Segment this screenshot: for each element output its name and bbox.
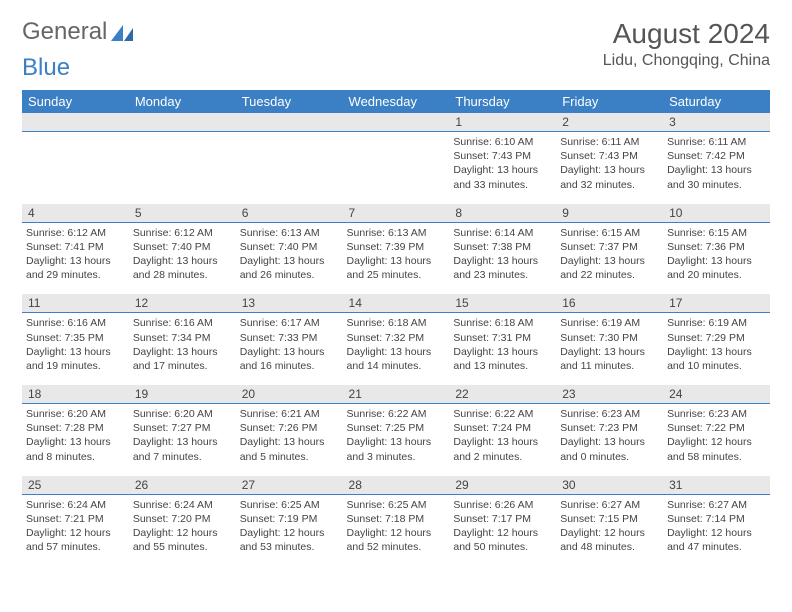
weekday-header: Friday	[556, 90, 663, 113]
day-details-cell: Sunrise: 6:27 AMSunset: 7:14 PMDaylight:…	[663, 494, 770, 560]
day-number-cell: 1	[449, 113, 556, 132]
day-details-cell	[22, 132, 129, 198]
weekday-header: Tuesday	[236, 90, 343, 113]
day-number-cell: 12	[129, 294, 236, 313]
day-number-cell: 3	[663, 113, 770, 132]
day-details-cell: Sunrise: 6:10 AMSunset: 7:43 PMDaylight:…	[449, 132, 556, 198]
day-details-cell: Sunrise: 6:24 AMSunset: 7:20 PMDaylight:…	[129, 494, 236, 560]
day-number-cell: 25	[22, 476, 129, 495]
day-details-cell: Sunrise: 6:12 AMSunset: 7:40 PMDaylight:…	[129, 222, 236, 288]
day-details-cell	[343, 132, 450, 198]
day-details-cell: Sunrise: 6:19 AMSunset: 7:29 PMDaylight:…	[663, 313, 770, 379]
day-details-cell: Sunrise: 6:20 AMSunset: 7:27 PMDaylight:…	[129, 404, 236, 470]
day-number-cell: 5	[129, 204, 236, 223]
day-details-cell: Sunrise: 6:13 AMSunset: 7:39 PMDaylight:…	[343, 222, 450, 288]
logo-text-general: General	[22, 18, 107, 46]
day-number-cell: 26	[129, 476, 236, 495]
day-details-cell: Sunrise: 6:12 AMSunset: 7:41 PMDaylight:…	[22, 222, 129, 288]
calendar-table: Sunday Monday Tuesday Wednesday Thursday…	[22, 90, 770, 560]
day-details-cell: Sunrise: 6:17 AMSunset: 7:33 PMDaylight:…	[236, 313, 343, 379]
day-number-cell: 27	[236, 476, 343, 495]
day-number-cell: 28	[343, 476, 450, 495]
day-number-cell: 21	[343, 385, 450, 404]
details-row: Sunrise: 6:12 AMSunset: 7:41 PMDaylight:…	[22, 222, 770, 288]
day-number-cell: 17	[663, 294, 770, 313]
day-details-cell: Sunrise: 6:25 AMSunset: 7:18 PMDaylight:…	[343, 494, 450, 560]
day-details-cell: Sunrise: 6:24 AMSunset: 7:21 PMDaylight:…	[22, 494, 129, 560]
day-number-cell: 29	[449, 476, 556, 495]
day-number-cell: 18	[22, 385, 129, 404]
day-details-cell: Sunrise: 6:25 AMSunset: 7:19 PMDaylight:…	[236, 494, 343, 560]
calendar-body: 123Sunrise: 6:10 AMSunset: 7:43 PMDaylig…	[22, 113, 770, 560]
weekday-header: Saturday	[663, 90, 770, 113]
day-details-cell: Sunrise: 6:20 AMSunset: 7:28 PMDaylight:…	[22, 404, 129, 470]
daynum-row: 18192021222324	[22, 385, 770, 404]
day-details-cell: Sunrise: 6:11 AMSunset: 7:42 PMDaylight:…	[663, 132, 770, 198]
day-details-cell	[129, 132, 236, 198]
logo: General	[22, 18, 137, 46]
day-number-cell: 8	[449, 204, 556, 223]
month-title: August 2024	[603, 18, 770, 50]
day-details-cell: Sunrise: 6:18 AMSunset: 7:32 PMDaylight:…	[343, 313, 450, 379]
daynum-row: 25262728293031	[22, 476, 770, 495]
day-details-cell: Sunrise: 6:27 AMSunset: 7:15 PMDaylight:…	[556, 494, 663, 560]
details-row: Sunrise: 6:16 AMSunset: 7:35 PMDaylight:…	[22, 313, 770, 379]
day-details-cell: Sunrise: 6:15 AMSunset: 7:37 PMDaylight:…	[556, 222, 663, 288]
day-number-cell: 23	[556, 385, 663, 404]
details-row: Sunrise: 6:24 AMSunset: 7:21 PMDaylight:…	[22, 494, 770, 560]
day-details-cell: Sunrise: 6:23 AMSunset: 7:22 PMDaylight:…	[663, 404, 770, 470]
day-details-cell: Sunrise: 6:15 AMSunset: 7:36 PMDaylight:…	[663, 222, 770, 288]
day-number-cell: 22	[449, 385, 556, 404]
day-number-cell: 24	[663, 385, 770, 404]
day-details-cell: Sunrise: 6:26 AMSunset: 7:17 PMDaylight:…	[449, 494, 556, 560]
day-details-cell: Sunrise: 6:22 AMSunset: 7:24 PMDaylight:…	[449, 404, 556, 470]
day-details-cell: Sunrise: 6:13 AMSunset: 7:40 PMDaylight:…	[236, 222, 343, 288]
day-number-cell: 30	[556, 476, 663, 495]
daynum-row: 11121314151617	[22, 294, 770, 313]
day-number-cell: 4	[22, 204, 129, 223]
day-number-cell: 10	[663, 204, 770, 223]
day-number-cell: 19	[129, 385, 236, 404]
day-number-cell: 11	[22, 294, 129, 313]
day-number-cell: 13	[236, 294, 343, 313]
day-number-cell: 9	[556, 204, 663, 223]
details-row: Sunrise: 6:10 AMSunset: 7:43 PMDaylight:…	[22, 132, 770, 198]
day-details-cell: Sunrise: 6:11 AMSunset: 7:43 PMDaylight:…	[556, 132, 663, 198]
day-details-cell	[236, 132, 343, 198]
weekday-header: Monday	[129, 90, 236, 113]
day-number-cell: 14	[343, 294, 450, 313]
day-number-cell: 6	[236, 204, 343, 223]
weekday-header: Thursday	[449, 90, 556, 113]
daynum-row: 45678910	[22, 204, 770, 223]
details-row: Sunrise: 6:20 AMSunset: 7:28 PMDaylight:…	[22, 404, 770, 470]
day-details-cell: Sunrise: 6:16 AMSunset: 7:34 PMDaylight:…	[129, 313, 236, 379]
day-number-cell: 31	[663, 476, 770, 495]
day-details-cell: Sunrise: 6:18 AMSunset: 7:31 PMDaylight:…	[449, 313, 556, 379]
day-number-cell: 16	[556, 294, 663, 313]
day-number-cell	[236, 113, 343, 132]
day-number-cell: 2	[556, 113, 663, 132]
day-details-cell: Sunrise: 6:14 AMSunset: 7:38 PMDaylight:…	[449, 222, 556, 288]
day-number-cell	[22, 113, 129, 132]
day-details-cell: Sunrise: 6:16 AMSunset: 7:35 PMDaylight:…	[22, 313, 129, 379]
day-number-cell	[129, 113, 236, 132]
weekday-header: Sunday	[22, 90, 129, 113]
weekday-header-row: Sunday Monday Tuesday Wednesday Thursday…	[22, 90, 770, 113]
day-number-cell: 20	[236, 385, 343, 404]
daynum-row: 123	[22, 113, 770, 132]
day-number-cell: 7	[343, 204, 450, 223]
day-number-cell	[343, 113, 450, 132]
day-number-cell: 15	[449, 294, 556, 313]
day-details-cell: Sunrise: 6:22 AMSunset: 7:25 PMDaylight:…	[343, 404, 450, 470]
day-details-cell: Sunrise: 6:19 AMSunset: 7:30 PMDaylight:…	[556, 313, 663, 379]
logo-text-blue: Blue	[22, 54, 70, 81]
day-details-cell: Sunrise: 6:21 AMSunset: 7:26 PMDaylight:…	[236, 404, 343, 470]
logo-sail-icon	[111, 20, 135, 36]
weekday-header: Wednesday	[343, 90, 450, 113]
day-details-cell: Sunrise: 6:23 AMSunset: 7:23 PMDaylight:…	[556, 404, 663, 470]
